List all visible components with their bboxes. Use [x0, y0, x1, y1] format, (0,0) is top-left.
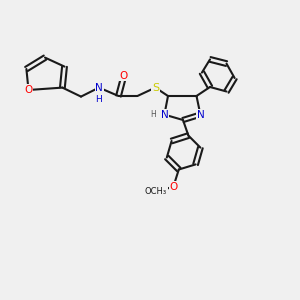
Text: O: O [24, 85, 33, 95]
Text: H: H [150, 110, 156, 119]
Text: H: H [96, 94, 102, 103]
Text: N: N [95, 82, 103, 93]
Text: OCH₃: OCH₃ [145, 188, 167, 196]
Text: N: N [196, 110, 204, 120]
Text: N: N [160, 110, 168, 120]
Text: O: O [169, 182, 178, 192]
Text: O: O [120, 70, 128, 81]
Text: S: S [152, 82, 159, 93]
